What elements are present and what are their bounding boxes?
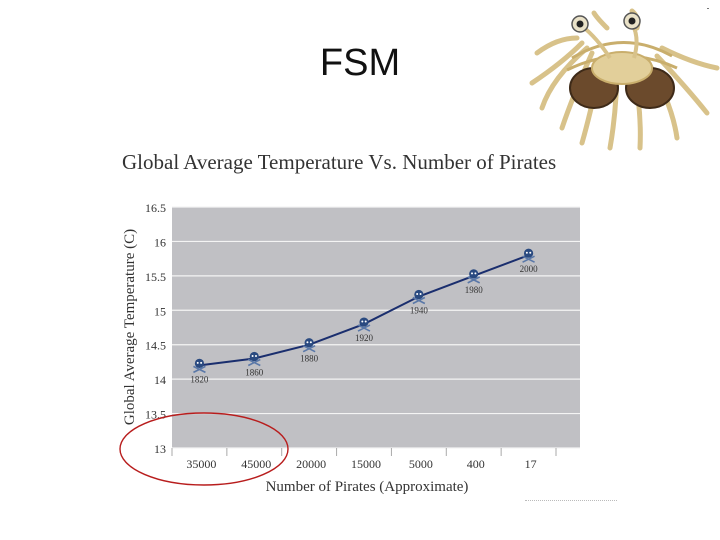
y-tick-label: 16.5 [145, 201, 166, 215]
pirate-skull-marker [357, 317, 371, 332]
y-axis-title: Global Average Temperature (C) [122, 229, 138, 425]
slide-title: FSM [319, 42, 401, 84]
x-tick-label: 35000 [186, 457, 216, 471]
y-tick-label: 16 [154, 235, 166, 249]
x-tick-label: 15000 [351, 457, 381, 471]
y-tick-label: 13 [154, 442, 166, 456]
flying-spaghetti-monster-icon [522, 8, 720, 168]
y-tick-label: 15.5 [145, 270, 166, 284]
x-tick-label: 400 [467, 457, 485, 471]
year-label: 1940 [410, 306, 429, 316]
x-tick-label: 5000 [409, 457, 433, 471]
y-tick-label: 14.5 [145, 339, 166, 353]
annotation-circle [119, 412, 289, 486]
footnote-line [525, 500, 617, 505]
x-tick-label: 45000 [241, 457, 271, 471]
year-label: 1880 [300, 354, 319, 364]
pirate-skull-marker [467, 269, 481, 284]
pirate-skull-marker [247, 351, 261, 367]
year-label: 1980 [465, 285, 484, 295]
y-tick-label: 14 [154, 373, 166, 387]
pirate-skull-marker [412, 289, 426, 305]
corner-mark [707, 8, 709, 9]
chart-title: Global Average Temperature Vs. Number of… [122, 150, 557, 174]
y-tick-label: 15 [154, 304, 166, 318]
pirate-skull-marker [522, 248, 535, 263]
pirate-skull-marker [193, 358, 206, 374]
year-label: 2000 [520, 264, 539, 274]
pirate-skull-marker [302, 338, 316, 353]
x-tick-label: 20000 [296, 457, 326, 471]
year-label: 1820 [190, 374, 209, 384]
x-axis-title: Number of Pirates (Approximate) [266, 479, 469, 495]
year-label: 1920 [355, 333, 374, 343]
x-tick-label: 17 [525, 457, 537, 471]
year-label: 1860 [245, 367, 264, 377]
plot-area [172, 207, 580, 448]
